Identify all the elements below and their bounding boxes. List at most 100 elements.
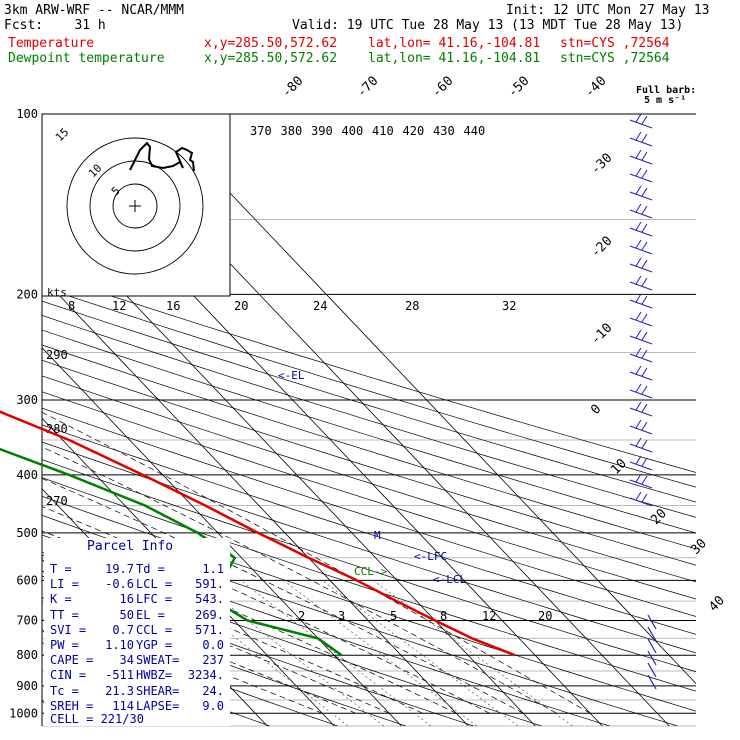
wind-barb (629, 257, 653, 273)
parcel-key: TT = (50, 607, 79, 622)
dry-adiabat (42, 344, 696, 550)
moist-adiabat (42, 478, 524, 714)
wind-barb (647, 638, 657, 654)
theta-label-left: 290 (46, 348, 68, 362)
wind-barb (629, 329, 653, 345)
parcel-value: 269. (195, 607, 224, 622)
parcel-value: 34 (119, 653, 134, 668)
pressure-tick-label: 200 (16, 287, 38, 301)
valid-time: Valid: 19 UTC Tue 28 May 13 (13 MDT Tue … (292, 18, 684, 33)
isotherm-label: 30 (688, 536, 710, 558)
wind-barb (629, 383, 653, 399)
pressure-tick-label: 100 (16, 107, 38, 121)
parcel-value: 591. (195, 577, 224, 592)
el-label: <-EL (278, 369, 305, 382)
parcel-key: EL = (136, 607, 165, 622)
theta-label: 430 (433, 124, 455, 138)
parcel-value: 50 (119, 607, 134, 622)
wind-barbs (629, 113, 657, 690)
theta-label: 390 (311, 124, 333, 138)
parcel-key: LAPSE= (136, 698, 180, 713)
parcel-value: -511 (105, 668, 134, 683)
parcel-key: PW = (50, 638, 79, 652)
station-dew: stn=CYS ,72564 (560, 51, 670, 66)
dry-adiabat (42, 391, 696, 600)
wind-barb (629, 221, 653, 237)
hodo-speed-label: 32 (502, 299, 516, 313)
mixing-ratio-label: 2 (298, 609, 305, 623)
mixing-ratio-label: 20 (538, 609, 552, 623)
wind-barb (629, 167, 653, 183)
latlon-dew: lat,lon= 41.16,-104.81 (368, 51, 541, 66)
init-time: Init: 12 UTC Mon 27 May 13 (506, 3, 710, 18)
dry-adiabat (42, 315, 696, 518)
wind-barb (629, 365, 653, 381)
parcel-value: 19.7 (105, 562, 134, 576)
dry-adiabat (42, 495, 696, 712)
theta-label: 370 (250, 124, 272, 138)
wind-barb (647, 626, 657, 642)
wind-barb (629, 347, 653, 363)
theta-label-left: 270 (46, 494, 68, 508)
profile-temperature (0, 410, 516, 657)
parcel-key: SVI = (50, 622, 87, 637)
isotherm-label: -30 (588, 151, 615, 178)
mixing-ratio-label: 12 (482, 609, 496, 623)
model-title: 3km ARW-WRF -- NCAR/MMM (4, 3, 185, 18)
hodo-speed-label: 28 (405, 299, 419, 313)
xy-temp: x,y=285.50,572.62 (204, 36, 338, 51)
parcel-value: 571. (195, 622, 224, 637)
wind-barb (629, 113, 653, 129)
isotherm-label: -50 (505, 74, 532, 101)
lcl-label: <-LCL (433, 573, 466, 586)
ccl-label: CCL-> (354, 565, 387, 578)
parcel-key: SREH = (50, 698, 94, 713)
parcel-info-panel: Parcel Info T = 19.7 Td = 1.1 LI = -0.6 LCL = 5… (44, 538, 230, 726)
parcel-value: 0.7 (112, 622, 134, 637)
isotherm (42, 276, 469, 726)
moist-adiabat (42, 506, 490, 714)
parcel-value: 3234. (187, 668, 224, 683)
parcel-value: -0.6 (105, 577, 134, 592)
dry-adiabat (42, 329, 696, 534)
pressure-tick-label: 900 (16, 679, 38, 693)
parcel-key: HWBZ= (136, 668, 173, 683)
profile-dewpoint-temperature (0, 447, 343, 657)
parcel-key: Td = (136, 562, 165, 576)
hodo-speed-label: 16 (166, 299, 180, 313)
parcel-value: 114 (112, 698, 134, 713)
wind-barb (629, 437, 653, 453)
parcel-key: LFC = (136, 592, 173, 607)
isotherm-label: -10 (588, 321, 615, 348)
mixing-ratio-line (196, 580, 384, 726)
wind-barb (629, 473, 653, 489)
theta-label: 410 (372, 124, 394, 138)
mixing-ratio-line (240, 580, 432, 726)
parcel-value: 16 (119, 592, 134, 607)
latlon-temp: lat,lon= 41.16,-104.81 (368, 36, 541, 51)
wind-barb (629, 185, 653, 201)
pressure-tick-label: 500 (16, 526, 38, 540)
wind-barb (629, 203, 653, 219)
cell-motion: CELL = 221/30 (50, 712, 144, 726)
mixing-ratio-label: 5 (390, 609, 397, 623)
wind-barb (629, 401, 653, 417)
mixing-ratio-label: 8 (440, 609, 447, 623)
theta-label: 400 (342, 124, 364, 138)
forecast-hour: Fcst: 31 h (4, 18, 106, 33)
isotherm-label: -20 (588, 234, 615, 261)
m-marker: M (374, 529, 381, 542)
parcel-title: Parcel Info (87, 539, 174, 554)
wind-barb (647, 674, 657, 690)
dry-adiabat (42, 407, 696, 617)
parcel-value: 1.10 (105, 638, 134, 652)
parcel-value: 543. (195, 592, 224, 607)
wind-barb (629, 455, 653, 471)
dry-adiabat (42, 575, 474, 726)
xy-dew: x,y=285.50,572.62 (204, 51, 338, 66)
hodograph-trace (129, 141, 195, 172)
parcel-key: CIN = (50, 668, 87, 683)
dry-adiabat (42, 375, 696, 583)
dry-adiabat (42, 597, 406, 726)
